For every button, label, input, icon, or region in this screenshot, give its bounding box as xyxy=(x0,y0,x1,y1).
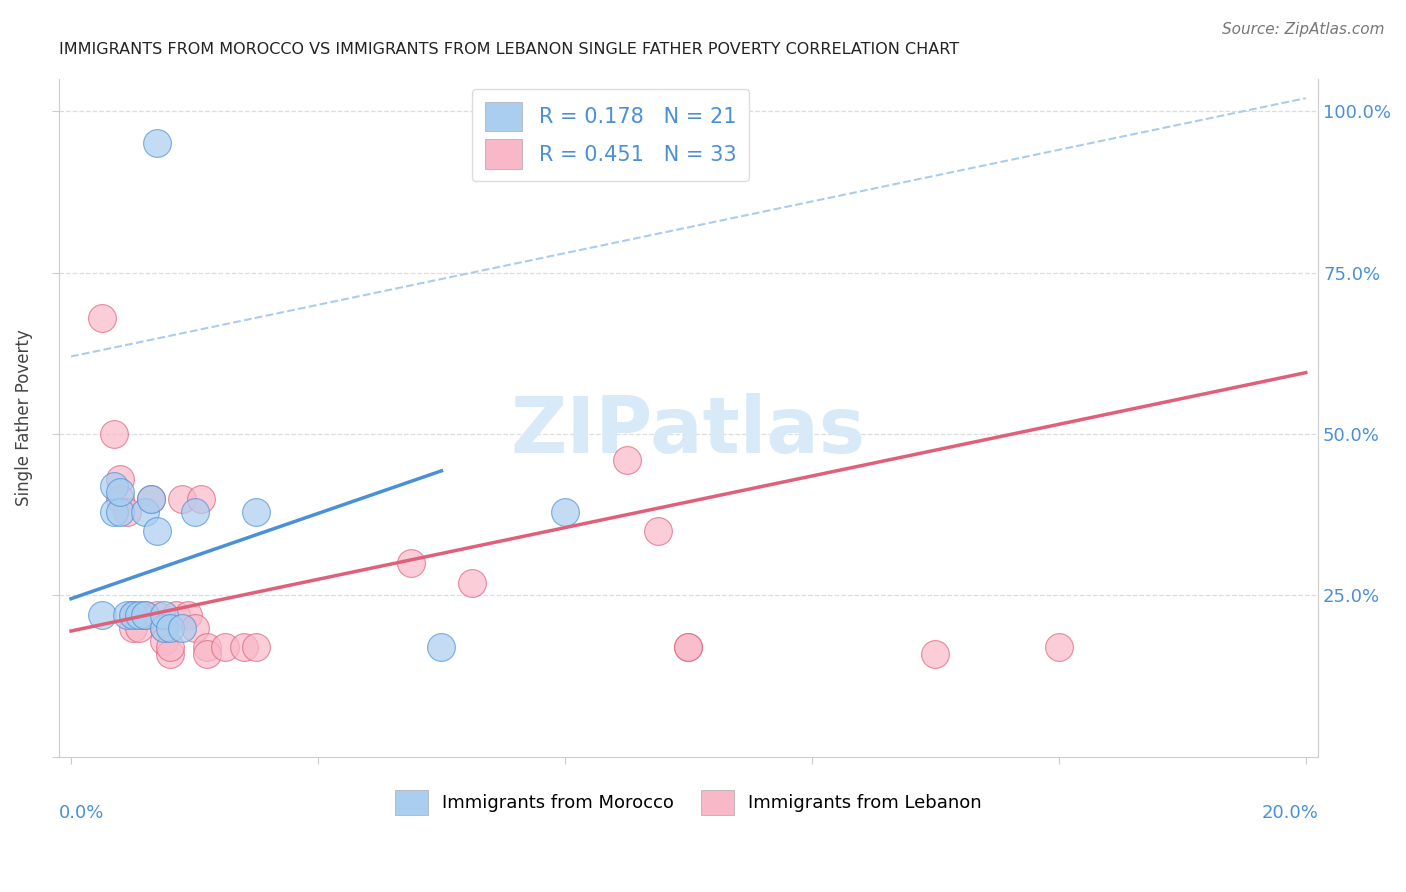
Point xyxy=(678,640,700,655)
Point xyxy=(172,621,194,635)
Point xyxy=(678,640,700,655)
Point xyxy=(128,607,150,622)
Point xyxy=(115,607,138,622)
Text: 0.0%: 0.0% xyxy=(59,805,104,822)
Legend: Immigrants from Morocco, Immigrants from Lebanon: Immigrants from Morocco, Immigrants from… xyxy=(388,782,988,822)
Text: 20.0%: 20.0% xyxy=(1261,805,1319,822)
Point xyxy=(1047,640,1070,655)
Point xyxy=(121,621,143,635)
Point xyxy=(146,136,169,151)
Point xyxy=(121,607,143,622)
Point xyxy=(152,633,174,648)
Point xyxy=(924,647,946,661)
Point xyxy=(134,607,156,622)
Point xyxy=(110,504,132,518)
Point xyxy=(110,485,132,500)
Point xyxy=(172,491,194,506)
Point xyxy=(110,491,132,506)
Point xyxy=(152,607,174,622)
Point xyxy=(159,647,181,661)
Point xyxy=(245,504,267,518)
Point xyxy=(159,621,181,635)
Point xyxy=(616,453,638,467)
Point xyxy=(146,524,169,538)
Point xyxy=(214,640,236,655)
Point xyxy=(195,647,218,661)
Point xyxy=(461,575,484,590)
Point xyxy=(134,607,156,622)
Point xyxy=(430,640,453,655)
Point xyxy=(647,524,669,538)
Point xyxy=(232,640,254,655)
Point xyxy=(399,556,422,570)
Point xyxy=(152,621,174,635)
Point xyxy=(110,472,132,486)
Point xyxy=(177,607,200,622)
Point xyxy=(134,504,156,518)
Point xyxy=(103,478,125,492)
Point xyxy=(183,504,205,518)
Point xyxy=(152,621,174,635)
Point xyxy=(103,504,125,518)
Text: ZIPatlas: ZIPatlas xyxy=(510,393,866,469)
Y-axis label: Single Father Poverty: Single Father Poverty xyxy=(15,329,32,507)
Point xyxy=(128,621,150,635)
Point xyxy=(90,310,112,325)
Point xyxy=(183,621,205,635)
Point xyxy=(554,504,576,518)
Point xyxy=(165,607,187,622)
Point xyxy=(115,504,138,518)
Text: Source: ZipAtlas.com: Source: ZipAtlas.com xyxy=(1222,22,1385,37)
Point xyxy=(141,491,163,506)
Point xyxy=(195,640,218,655)
Point xyxy=(190,491,212,506)
Point xyxy=(90,607,112,622)
Point xyxy=(141,491,163,506)
Point xyxy=(121,607,143,622)
Point xyxy=(103,427,125,442)
Point xyxy=(245,640,267,655)
Point xyxy=(159,640,181,655)
Point xyxy=(146,607,169,622)
Text: IMMIGRANTS FROM MOROCCO VS IMMIGRANTS FROM LEBANON SINGLE FATHER POVERTY CORRELA: IMMIGRANTS FROM MOROCCO VS IMMIGRANTS FR… xyxy=(59,42,959,57)
